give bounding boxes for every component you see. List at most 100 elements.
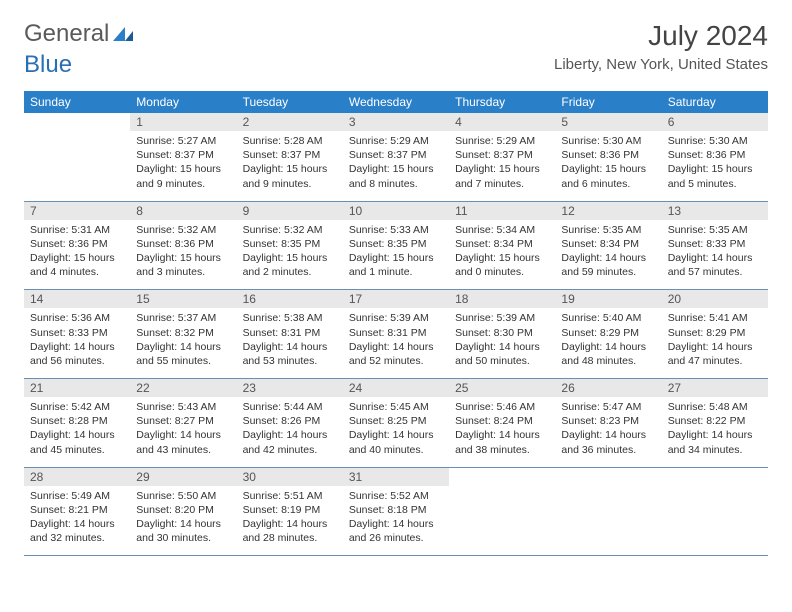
day-number: 13 (662, 202, 768, 220)
day-content: Sunrise: 5:47 AMSunset: 8:23 PMDaylight:… (555, 397, 661, 467)
daylight-text: and 57 minutes. (668, 265, 762, 279)
daylight-text: and 48 minutes. (561, 354, 655, 368)
weekday-header: Thursday (449, 91, 555, 113)
day-number: 27 (662, 379, 768, 397)
daylight-text: Daylight: 14 hours (136, 340, 230, 354)
sunrise-text: Sunrise: 5:51 AM (243, 489, 337, 503)
daylight-text: and 7 minutes. (455, 177, 549, 191)
day-content: Sunrise: 5:38 AMSunset: 8:31 PMDaylight:… (237, 308, 343, 378)
weekday-header: Friday (555, 91, 661, 113)
day-number: 31 (343, 468, 449, 486)
day-number: 20 (662, 290, 768, 308)
day-cell: 29Sunrise: 5:50 AMSunset: 8:20 PMDayligh… (130, 467, 236, 556)
day-content: Sunrise: 5:45 AMSunset: 8:25 PMDaylight:… (343, 397, 449, 467)
day-number: 21 (24, 379, 130, 397)
day-cell: 12Sunrise: 5:35 AMSunset: 8:34 PMDayligh… (555, 201, 661, 290)
daylight-text: and 36 minutes. (561, 443, 655, 457)
sunrise-text: Sunrise: 5:27 AM (136, 134, 230, 148)
sunrise-text: Sunrise: 5:30 AM (668, 134, 762, 148)
day-cell: 7Sunrise: 5:31 AMSunset: 8:36 PMDaylight… (24, 201, 130, 290)
daylight-text: Daylight: 14 hours (561, 251, 655, 265)
daylight-text: Daylight: 15 hours (561, 162, 655, 176)
daylight-text: and 8 minutes. (349, 177, 443, 191)
calendar-body: 1 Sunrise: 5:27 AM Sunset: 8:37 PM Daylight… (24, 113, 768, 556)
day-cell: 28Sunrise: 5:49 AMSunset: 8:21 PMDayligh… (24, 467, 130, 556)
day-content: Sunrise: 5:36 AMSunset: 8:33 PMDaylight:… (24, 308, 130, 378)
sunset-text: Sunset: 8:22 PM (668, 414, 762, 428)
day-content: Sunrise: 5:43 AMSunset: 8:27 PMDaylight:… (130, 397, 236, 467)
sunset-text: Sunset: 8:36 PM (30, 237, 124, 251)
week-row: 1 Sunrise: 5:27 AM Sunset: 8:37 PM Daylight… (24, 113, 768, 201)
calendar-table: Sunday Monday Tuesday Wednesday Thursday… (24, 91, 768, 556)
logo-text-2: Blue (24, 51, 72, 78)
sunset-text: Sunset: 8:33 PM (30, 326, 124, 340)
day-number: 17 (343, 290, 449, 308)
day-cell: 22Sunrise: 5:43 AMSunset: 8:27 PMDayligh… (130, 379, 236, 468)
day-cell: 16Sunrise: 5:38 AMSunset: 8:31 PMDayligh… (237, 290, 343, 379)
week-row: 28Sunrise: 5:49 AMSunset: 8:21 PMDayligh… (24, 467, 768, 556)
day-content: Sunrise: 5:28 AMSunset: 8:37 PMDaylight:… (237, 131, 343, 201)
sunset-text: Sunset: 8:33 PM (668, 237, 762, 251)
daylight-text: and 0 minutes. (455, 265, 549, 279)
day-cell: 10Sunrise: 5:33 AMSunset: 8:35 PMDayligh… (343, 201, 449, 290)
day-number: 1 (130, 113, 236, 131)
day-cell: 8Sunrise: 5:32 AMSunset: 8:36 PMDaylight… (130, 201, 236, 290)
day-number: 4 (449, 113, 555, 131)
day-content: Sunrise: 5:37 AMSunset: 8:32 PMDaylight:… (130, 308, 236, 378)
day-content: Sunrise: 5:42 AMSunset: 8:28 PMDaylight:… (24, 397, 130, 467)
day-number: 14 (24, 290, 130, 308)
daylight-text: Daylight: 14 hours (243, 517, 337, 531)
sunset-text: Sunset: 8:28 PM (30, 414, 124, 428)
day-content: Sunrise: 5:29 AMSunset: 8:37 PMDaylight:… (343, 131, 449, 201)
day-number: 19 (555, 290, 661, 308)
day-content: Sunrise: 5:32 AMSunset: 8:36 PMDaylight:… (130, 220, 236, 290)
day-content: Sunrise: 5:50 AMSunset: 8:20 PMDaylight:… (130, 486, 236, 556)
sunset-text: Sunset: 8:32 PM (136, 326, 230, 340)
week-row: 14Sunrise: 5:36 AMSunset: 8:33 PMDayligh… (24, 290, 768, 379)
day-number: 2 (237, 113, 343, 131)
day-content: Sunrise: 5:40 AMSunset: 8:29 PMDaylight:… (555, 308, 661, 378)
sunset-text: Sunset: 8:37 PM (455, 148, 549, 162)
weekday-header: Wednesday (343, 91, 449, 113)
daylight-text: and 55 minutes. (136, 354, 230, 368)
daylight-text: Daylight: 14 hours (561, 340, 655, 354)
day-number: 25 (449, 379, 555, 397)
sunrise-text: Sunrise: 5:39 AM (455, 311, 549, 325)
daylight-text: Daylight: 14 hours (455, 428, 549, 442)
daylight-text: Daylight: 14 hours (243, 428, 337, 442)
daylight-text: and 28 minutes. (243, 531, 337, 545)
sunset-text: Sunset: 8:37 PM (349, 148, 443, 162)
day-cell: 9Sunrise: 5:32 AMSunset: 8:35 PMDaylight… (237, 201, 343, 290)
day-cell: 6Sunrise: 5:30 AMSunset: 8:36 PMDaylight… (662, 113, 768, 201)
sunrise-text: Sunrise: 5:45 AM (349, 400, 443, 414)
daylight-text: Daylight: 14 hours (349, 340, 443, 354)
sunset-text: Sunset: 8:35 PM (349, 237, 443, 251)
sunrise-text: Sunrise: 5:49 AM (30, 489, 124, 503)
day-content: Sunrise: 5:41 AMSunset: 8:29 PMDaylight:… (662, 308, 768, 378)
daylight-text: Daylight: 14 hours (136, 517, 230, 531)
weekday-header-row: Sunday Monday Tuesday Wednesday Thursday… (24, 91, 768, 113)
daylight-text: and 50 minutes. (455, 354, 549, 368)
day-cell: 15Sunrise: 5:37 AMSunset: 8:32 PMDayligh… (130, 290, 236, 379)
sunrise-text: Sunrise: 5:35 AM (561, 223, 655, 237)
daylight-text: and 59 minutes. (561, 265, 655, 279)
sunset-text: Sunset: 8:25 PM (349, 414, 443, 428)
sunrise-text: Sunrise: 5:35 AM (668, 223, 762, 237)
daylight-text: and 26 minutes. (349, 531, 443, 545)
logo: General (24, 20, 135, 48)
sunset-text: Sunset: 8:31 PM (243, 326, 337, 340)
sunrise-text: Sunrise: 5:39 AM (349, 311, 443, 325)
daylight-text: Daylight: 14 hours (561, 428, 655, 442)
sunrise-text: Sunrise: 5:43 AM (136, 400, 230, 414)
day-number: 26 (555, 379, 661, 397)
day-content: Sunrise: 5:35 AMSunset: 8:34 PMDaylight:… (555, 220, 661, 290)
daylight-text: Daylight: 14 hours (668, 340, 762, 354)
day-number: 8 (130, 202, 236, 220)
day-cell: 26Sunrise: 5:47 AMSunset: 8:23 PMDayligh… (555, 379, 661, 468)
daylight-text: and 2 minutes. (243, 265, 337, 279)
day-content: Sunrise: 5:51 AMSunset: 8:19 PMDaylight:… (237, 486, 343, 556)
day-content: Sunrise: 5:44 AMSunset: 8:26 PMDaylight:… (237, 397, 343, 467)
daylight-text: Daylight: 14 hours (668, 251, 762, 265)
sunrise-text: Sunrise: 5:46 AM (455, 400, 549, 414)
daylight-text: Daylight: 14 hours (243, 340, 337, 354)
